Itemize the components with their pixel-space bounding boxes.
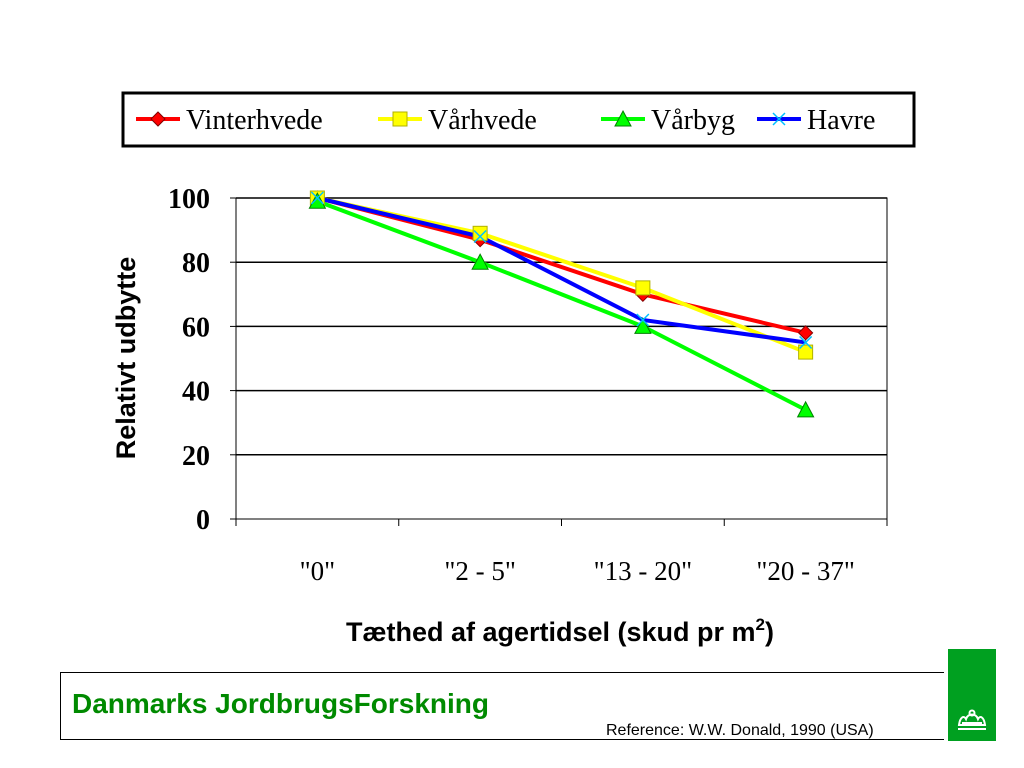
crown-icon	[957, 709, 987, 730]
data-point	[472, 225, 488, 241]
legend-label: Vårbyg	[651, 105, 735, 136]
data-point	[798, 344, 814, 360]
data-point	[471, 253, 489, 270]
x-tick-label: "13 - 20"	[594, 556, 693, 586]
data-point	[799, 335, 813, 349]
footer-reference: Reference: W.W. Donald, 1990 (USA)	[606, 722, 874, 739]
data-point	[634, 317, 652, 334]
y-tick-label: 40	[182, 377, 210, 408]
legend-swatch-marker	[614, 109, 632, 127]
series-line	[316, 196, 806, 345]
y-tick-label: 20	[182, 441, 210, 472]
legend-swatch-marker	[772, 112, 786, 126]
series-line	[316, 199, 807, 412]
y-axis-label: Relativt udbytte	[111, 257, 141, 460]
footer-frame	[60, 672, 944, 740]
data-point	[308, 192, 327, 209]
legend-label: Havre	[807, 105, 875, 136]
x-tick-label: "2 - 5"	[444, 556, 516, 586]
data-point	[796, 400, 815, 418]
logo	[948, 649, 996, 741]
data-point	[473, 229, 487, 244]
x-tick-label: "20 - 37"	[756, 556, 855, 586]
x-tick-label: "0"	[300, 556, 336, 586]
data-point	[635, 280, 651, 296]
y-tick-label: 0	[196, 505, 210, 536]
legend-swatch-marker	[392, 111, 408, 127]
legend-label: Vinterhvede	[186, 105, 323, 136]
y-tick-label: 100	[168, 184, 210, 215]
y-tick-label: 80	[182, 248, 210, 279]
data-point	[636, 313, 650, 327]
footer-organization: Danmarks JordbrugsForskning	[72, 688, 489, 719]
legend-label: Vårhvede	[428, 105, 537, 136]
plot-area	[235, 197, 888, 520]
x-axis-label: Tæthed af agertidsel (skud pr m2)	[346, 615, 774, 647]
legend-swatch-marker	[150, 111, 166, 127]
data-point	[310, 191, 324, 205]
y-tick-label: 60	[182, 312, 210, 343]
data-point	[797, 325, 814, 341]
